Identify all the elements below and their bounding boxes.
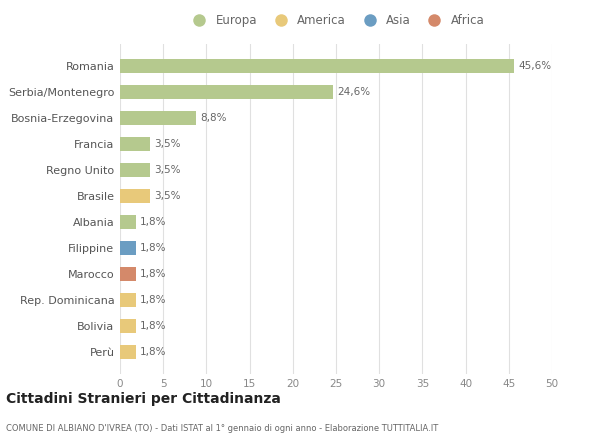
Bar <box>120 59 514 73</box>
Text: 1,8%: 1,8% <box>140 269 166 279</box>
Bar <box>120 319 136 333</box>
Text: COMUNE DI ALBIANO D'IVREA (TO) - Dati ISTAT al 1° gennaio di ogni anno - Elabora: COMUNE DI ALBIANO D'IVREA (TO) - Dati IS… <box>6 424 438 433</box>
Text: 1,8%: 1,8% <box>140 321 166 331</box>
Text: 8,8%: 8,8% <box>200 113 227 123</box>
Text: 1,8%: 1,8% <box>140 295 166 305</box>
Legend: Europa, America, Asia, Africa: Europa, America, Asia, Africa <box>182 9 490 32</box>
Text: 1,8%: 1,8% <box>140 217 166 227</box>
Text: Cittadini Stranieri per Cittadinanza: Cittadini Stranieri per Cittadinanza <box>6 392 281 406</box>
Bar <box>120 137 150 151</box>
Bar <box>120 85 332 99</box>
Bar <box>120 345 136 359</box>
Text: 1,8%: 1,8% <box>140 347 166 357</box>
Bar <box>120 215 136 229</box>
Text: 24,6%: 24,6% <box>337 87 370 97</box>
Bar <box>120 241 136 255</box>
Text: 3,5%: 3,5% <box>155 191 181 201</box>
Text: 3,5%: 3,5% <box>155 165 181 175</box>
Bar <box>120 111 196 125</box>
Text: 45,6%: 45,6% <box>518 61 551 71</box>
Bar <box>120 189 150 203</box>
Bar <box>120 163 150 177</box>
Bar <box>120 293 136 307</box>
Bar <box>120 267 136 281</box>
Text: 1,8%: 1,8% <box>140 243 166 253</box>
Text: 3,5%: 3,5% <box>155 139 181 149</box>
